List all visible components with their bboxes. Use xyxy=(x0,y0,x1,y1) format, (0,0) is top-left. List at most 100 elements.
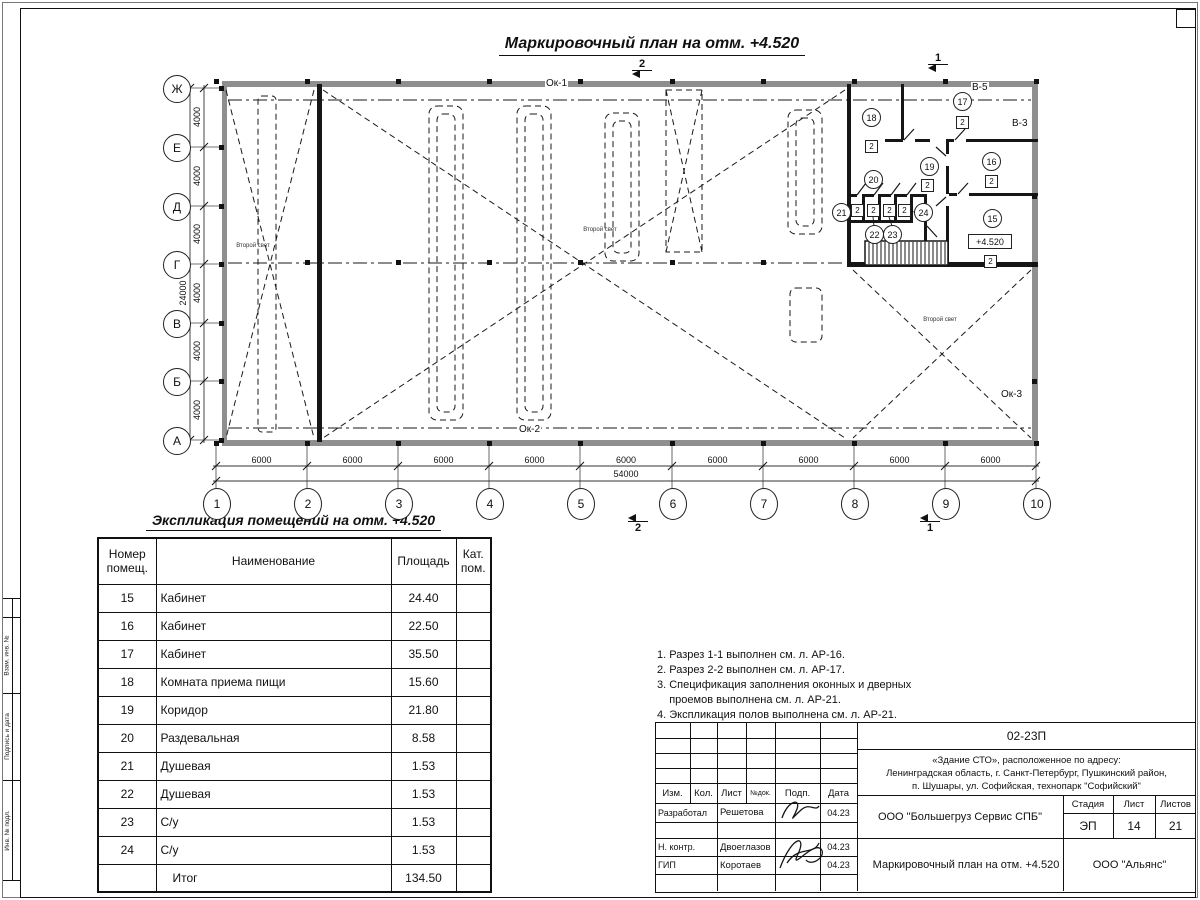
dim-tick xyxy=(393,461,403,471)
stamp-col-kol: Кол. xyxy=(694,787,713,799)
marker xyxy=(852,79,857,84)
plan-title-text: Маркировочный план на отм. +4.520 xyxy=(498,35,806,56)
marker xyxy=(487,260,492,265)
marker xyxy=(487,79,492,84)
marker xyxy=(305,441,310,446)
side-label-podpis: Подпись и дата xyxy=(3,693,12,780)
stamp-address-line: Ленинградская область, г. Санкт-Петербур… xyxy=(886,768,1167,779)
dim-tick xyxy=(1031,476,1041,486)
room-category-badge: 2 xyxy=(867,204,880,217)
marker xyxy=(578,441,583,446)
axis-circle-col-8: 8 xyxy=(841,488,869,520)
marker xyxy=(219,204,224,209)
axis-circle-col-3: 3 xyxy=(385,488,413,520)
axis-circle-col-10: 10 xyxy=(1023,488,1051,520)
schedule-cell-cat xyxy=(455,723,492,753)
dim-label-4000: 4000 xyxy=(192,165,202,186)
dim-label-6000: 6000 xyxy=(342,455,363,465)
window-mark-label: В-5 xyxy=(971,82,989,93)
stamp-hline xyxy=(655,874,857,875)
schedule-cell-cat xyxy=(455,807,492,837)
schedule-cell-num: 18 xyxy=(97,667,157,697)
side-strip-line xyxy=(3,780,20,781)
dim-label-6000: 6000 xyxy=(615,455,637,465)
title-block xyxy=(655,722,1196,893)
dim-tick xyxy=(199,318,209,328)
schedule-cell-name: С/у xyxy=(155,835,392,865)
schedule-cell-area: 24.40 xyxy=(390,583,457,613)
axis-circle-col-9: 9 xyxy=(932,488,960,520)
dim-label-6000: 6000 xyxy=(798,455,819,465)
dim-label-24000: 24000 xyxy=(178,280,188,306)
marker xyxy=(214,441,219,446)
stamp-col-podp: Подп. xyxy=(784,787,811,799)
note-line: проемов выполнена см. л. АР-21. xyxy=(657,694,841,706)
stamp-col-ndok: №док. xyxy=(750,789,771,797)
marker xyxy=(761,441,766,446)
room-category-badge: 2 xyxy=(898,204,911,217)
schedule-cell-cat xyxy=(455,583,492,613)
marker xyxy=(305,260,310,265)
signature-scribbles xyxy=(779,801,823,869)
dim-label-6000: 6000 xyxy=(980,455,1001,465)
marker xyxy=(219,379,224,384)
dim-tick xyxy=(199,142,209,152)
room-number-circle: 22 xyxy=(865,225,884,244)
marker xyxy=(578,79,583,84)
marker xyxy=(1032,194,1037,199)
dim-label-4000: 4000 xyxy=(192,106,202,127)
stamp-hline xyxy=(857,838,1196,839)
schedule-cell-num: 17 xyxy=(97,639,157,669)
schedule-row: 20 Раздевальная 8.58 xyxy=(97,723,492,753)
schedule-cell-cat xyxy=(455,695,492,725)
schedule-row: 15 Кабинет 24.40 xyxy=(97,583,492,613)
axis-circle-row-Б: Б xyxy=(163,368,191,396)
schedule-cell-name: Кабинет xyxy=(155,639,392,669)
schedule-cell-cat xyxy=(455,639,492,669)
side-label-inv: Инв. № подл. xyxy=(3,780,12,880)
dim-tick xyxy=(302,461,312,471)
room-number-circle: 15 xyxy=(983,209,1002,228)
dim-tick xyxy=(940,461,950,471)
room-leader xyxy=(872,216,875,227)
schedule-header: Номер помещ. xyxy=(97,537,157,585)
room-number-circle: 17 xyxy=(953,92,972,111)
dim-tick xyxy=(199,376,209,386)
room-category-badge: 2 xyxy=(985,175,998,188)
marker xyxy=(761,260,766,265)
stamp-hline xyxy=(857,749,1196,750)
schedule-cell-name: Душевая xyxy=(155,779,392,809)
schedule-cell-area: 22.50 xyxy=(390,611,457,641)
schedule-cell-area: 8.58 xyxy=(390,723,457,753)
schedule-row: Итог 134.50 xyxy=(97,863,492,893)
axis-circle-row-Ж: Ж xyxy=(163,75,191,103)
dim-label-6000: 6000 xyxy=(251,455,272,465)
axis-circle-col-1: 1 xyxy=(203,488,231,520)
marker xyxy=(1034,79,1039,84)
stamp-vline xyxy=(690,722,691,803)
room-number-circle: 23 xyxy=(883,225,902,244)
room-number-circle: 18 xyxy=(862,108,881,127)
schedule-cell-name: Душевая xyxy=(155,751,392,781)
schedule-cell-cat xyxy=(455,611,492,641)
stamp-address: «Здание СТО», расположенное по адресу: Л… xyxy=(857,750,1196,798)
schedule-cell-cat xyxy=(455,863,492,893)
room-category-badge: 2 xyxy=(921,179,934,192)
room-category-badge: 2 xyxy=(865,140,878,153)
schedule-cell-cat xyxy=(455,835,492,865)
marker xyxy=(219,438,224,443)
stamp-address-line: «Здание СТО», расположенное по адресу: xyxy=(932,755,1121,766)
schedule-cell-area: 15.60 xyxy=(390,667,457,697)
window-mark-label: Ок-2 xyxy=(518,424,542,435)
stamp-role: Н. контр. xyxy=(658,842,696,852)
room-number-circle: 21 xyxy=(832,203,851,222)
side-label-vzam: Взам. инв. № xyxy=(3,617,12,693)
room-category-badge: 2 xyxy=(956,116,969,129)
stamp-col-list: Лист xyxy=(721,787,742,799)
schedule-cell-area: 1.53 xyxy=(390,751,457,781)
stamp-name: Решетова xyxy=(720,807,764,818)
schedule-cell-num: 19 xyxy=(97,695,157,725)
marker xyxy=(761,79,766,84)
schedule-cell-cat xyxy=(455,751,492,781)
stamp-date: 04.23 xyxy=(827,842,850,852)
